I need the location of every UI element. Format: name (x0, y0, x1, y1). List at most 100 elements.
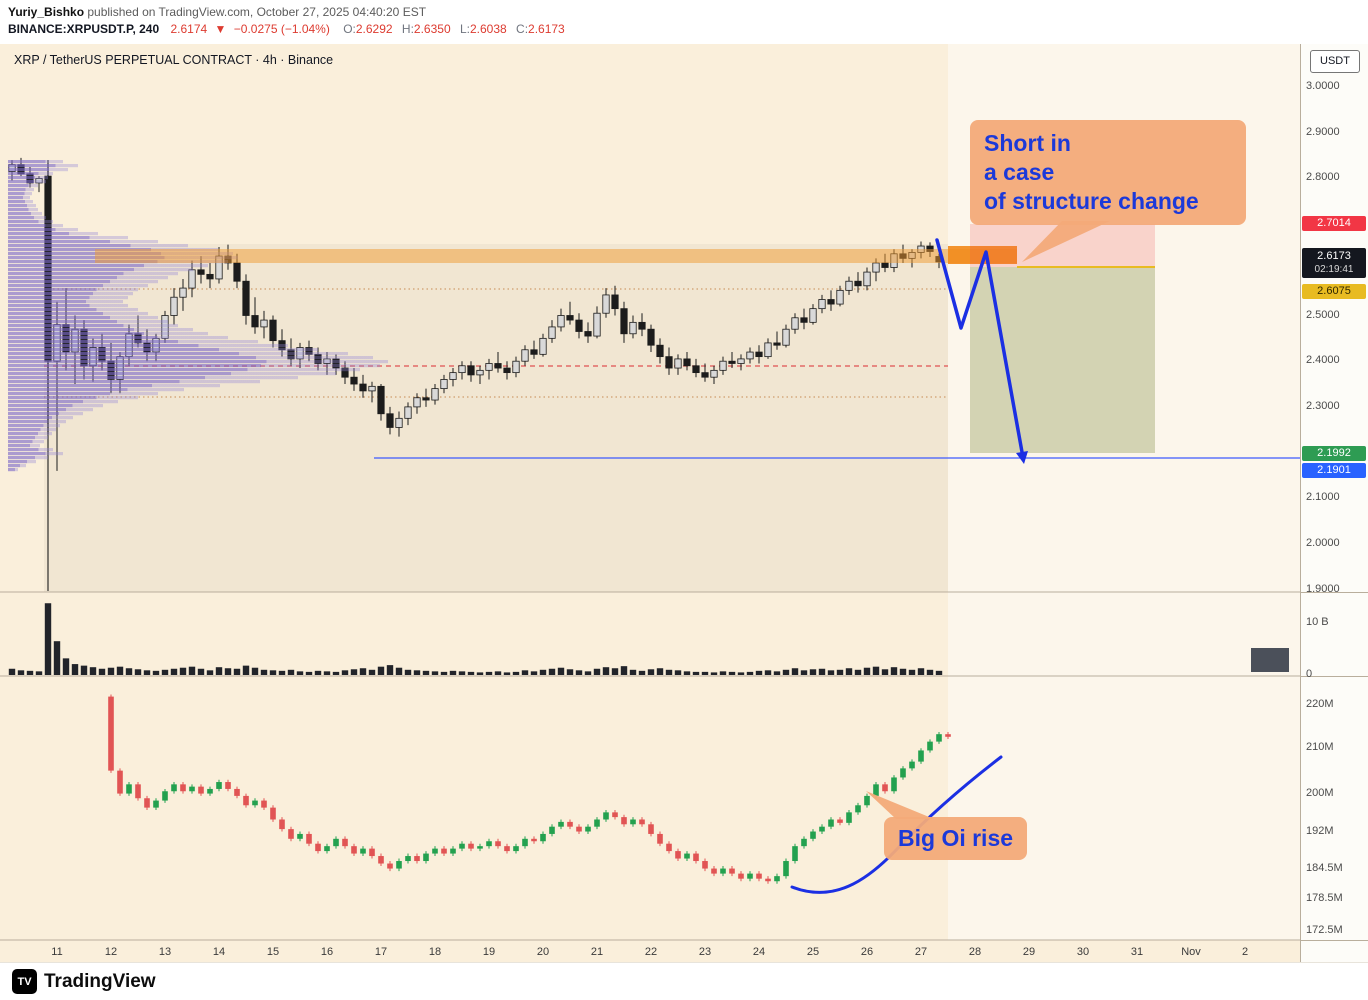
oi-note-callout[interactable]: Big Oi rise (884, 817, 1028, 860)
profile-row (8, 200, 33, 204)
oi-candle (126, 784, 132, 794)
candle (737, 358, 745, 364)
oi-candle (459, 843, 465, 849)
candle (782, 328, 790, 346)
short-note-callout[interactable]: Short in a case of structure change (970, 120, 1246, 225)
supply-zone-band[interactable] (95, 249, 1017, 263)
oi-candle (144, 798, 150, 808)
candle (440, 379, 448, 390)
down-arrow-icon: ▼ (214, 22, 227, 36)
short-note-line-3: of structure change (984, 188, 1199, 214)
oi-candle (855, 805, 861, 813)
oi-candle (900, 768, 906, 778)
volume-bar (746, 671, 754, 675)
candle (791, 317, 799, 330)
volume-bar (656, 668, 664, 675)
candle (170, 296, 178, 316)
publisher-name[interactable]: Yuriy_Bishko (8, 5, 85, 19)
volume-bar (809, 669, 817, 675)
profile-row (8, 408, 93, 412)
volume-bar (404, 669, 412, 675)
projection-arrow-line[interactable] (935, 238, 1024, 454)
profile-row (8, 284, 148, 288)
oi-candle (441, 848, 447, 854)
supply-zone-band-highlight[interactable] (948, 246, 1017, 264)
profile-row (8, 464, 26, 468)
profile-row (8, 232, 98, 236)
oi-candle (882, 784, 888, 792)
oi-candle (171, 784, 177, 792)
volume-bar (548, 668, 556, 675)
candle (521, 349, 529, 362)
volume-bar (566, 669, 574, 675)
level-price-label-blue: 2.1901 (1302, 463, 1366, 478)
volume-bar (197, 668, 205, 675)
volume-bar (431, 671, 439, 675)
candle (845, 280, 853, 291)
candle (638, 321, 646, 330)
tradingview-wordmark: TradingView (44, 970, 156, 992)
oi-candle (774, 876, 780, 882)
chart-legend-title[interactable]: XRP / TetherUS PERPETUAL CONTRACT · 4h ·… (14, 53, 334, 67)
last-price: 2.6174 (170, 22, 208, 36)
volume-bar (80, 665, 88, 675)
oi-candle (693, 853, 699, 862)
oi-candle (198, 786, 204, 794)
candle (395, 417, 403, 428)
oi-candle (261, 800, 267, 808)
profile-row (8, 264, 208, 268)
candle (836, 289, 844, 305)
oi-candle (765, 878, 771, 882)
volume-bar (377, 666, 385, 675)
oi-candle (108, 696, 114, 771)
volume-bar (494, 671, 502, 675)
oi-candle (819, 826, 825, 832)
volume-bar (863, 667, 871, 675)
volume-bar (143, 670, 151, 675)
candle (602, 294, 610, 314)
profile-row (8, 372, 336, 376)
oi-candle (702, 861, 708, 869)
profile-row (8, 204, 36, 208)
candle (530, 349, 538, 355)
oi-candle (675, 851, 681, 859)
volume-bar (674, 670, 682, 675)
candle (584, 331, 592, 337)
volume-bar (314, 670, 322, 675)
profile-row (8, 216, 46, 220)
volume-bar (584, 671, 592, 675)
candle (674, 358, 682, 369)
volume-bar (773, 671, 781, 675)
price-axis[interactable] (1300, 44, 1368, 962)
symbol-name[interactable]: BINANCE:XRPUSDT.P, 240 (8, 22, 160, 36)
candle (368, 385, 376, 392)
oi-candle (180, 784, 186, 792)
volume-bar (278, 670, 286, 675)
volume-bar (575, 670, 583, 675)
profile-row (8, 196, 30, 200)
candle (242, 280, 250, 316)
profile-row (8, 160, 63, 164)
candle (827, 299, 835, 305)
volume-bar (134, 669, 142, 675)
candle (260, 319, 268, 328)
volume-bar (755, 670, 763, 675)
profile-row (8, 224, 63, 228)
volume-bar (854, 669, 862, 675)
oi-candle (585, 826, 591, 832)
currency-toggle-button[interactable]: USDT (1310, 50, 1360, 73)
short-profit-zone[interactable] (970, 267, 1155, 453)
tradingview-brand[interactable]: TV TradingView (12, 969, 156, 994)
profile-row (8, 168, 68, 172)
profile-row (8, 428, 56, 432)
profile-row (8, 420, 66, 424)
volume-bar (332, 671, 340, 675)
oi-candle (207, 788, 213, 794)
oi-candle (432, 848, 438, 854)
volume-bar (890, 667, 898, 675)
profile-row (8, 456, 48, 460)
volume-bar (791, 668, 799, 675)
profile-row (8, 240, 158, 244)
oi-candle (414, 856, 420, 862)
volume-bar (458, 671, 466, 675)
